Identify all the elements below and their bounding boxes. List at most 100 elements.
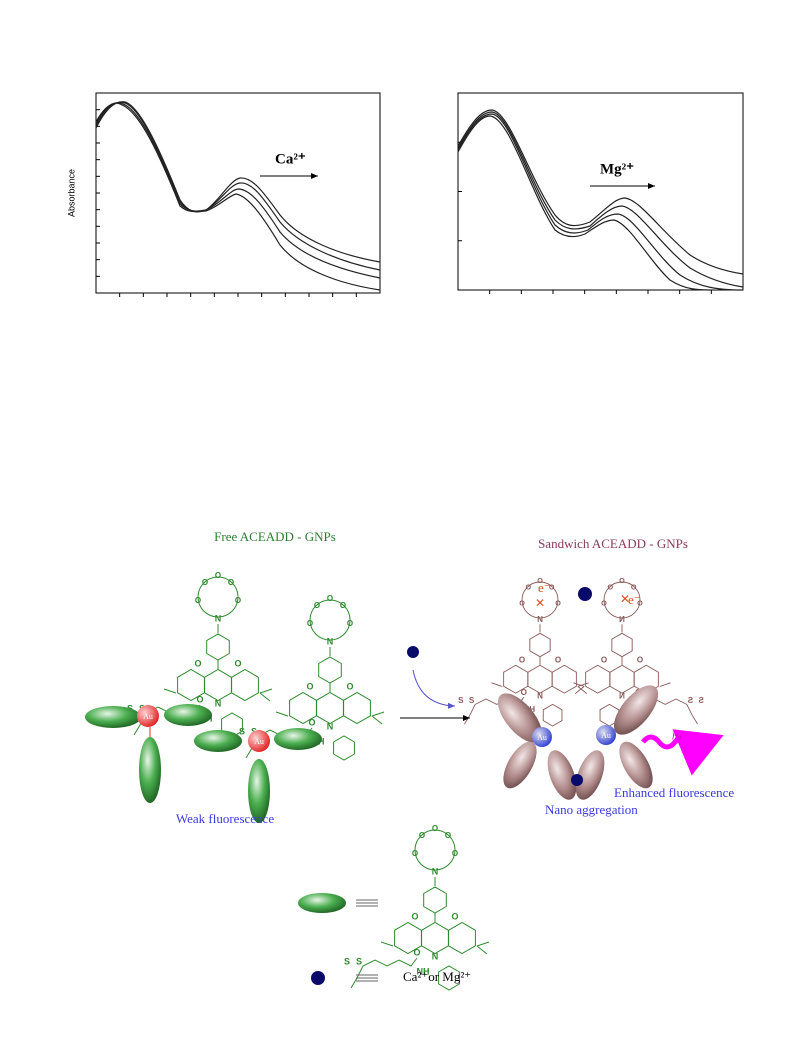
ring xyxy=(318,656,342,684)
atom-label: O xyxy=(412,849,418,858)
atom-label: O xyxy=(432,824,438,833)
ion-legend: Ca²⁺or Mg²⁺ xyxy=(403,969,471,984)
blocked: ✕ xyxy=(620,592,630,606)
methyls xyxy=(573,682,671,694)
blocked: ✕ xyxy=(535,596,545,610)
nano-label: Nano aggregation xyxy=(545,802,638,817)
methyls xyxy=(380,941,490,955)
free-title: Free ACEADD - GNPs xyxy=(214,529,336,544)
atom-label: N xyxy=(327,636,334,646)
atom-label: N xyxy=(215,698,222,708)
gold-core xyxy=(137,705,159,727)
atom-label: O xyxy=(419,831,425,840)
gold-core xyxy=(596,725,616,745)
au-label: Au xyxy=(254,737,264,746)
spectrum-curve xyxy=(457,111,744,288)
atom-label: O xyxy=(619,576,625,585)
atom-label: O xyxy=(347,619,353,628)
methyls xyxy=(275,711,385,725)
ring xyxy=(529,632,551,658)
atom-label: O xyxy=(549,582,555,591)
atom-label: N xyxy=(619,691,625,700)
equiv xyxy=(356,974,378,982)
atom-label: O xyxy=(314,601,320,610)
left-chart: Absorbance Ca²⁺ xyxy=(66,92,381,297)
chain xyxy=(350,957,418,989)
atom-label: O xyxy=(307,619,313,628)
atom-label: O xyxy=(555,599,561,608)
atom-label: N xyxy=(537,691,543,700)
au-label: Au xyxy=(601,731,611,740)
enhanced-label: Enhanced fluorescence xyxy=(614,785,734,800)
atom-label: O xyxy=(194,658,201,668)
spectrum-curve xyxy=(457,115,711,291)
atom-label: O xyxy=(306,681,313,691)
ring xyxy=(551,664,577,694)
spectrum-curve xyxy=(457,109,744,275)
atom-label: N xyxy=(432,866,439,876)
particle xyxy=(613,685,659,735)
ring xyxy=(343,691,371,725)
crown-ring xyxy=(603,581,641,619)
particle xyxy=(248,759,270,823)
atom-label: O xyxy=(630,582,636,591)
atom-label: S xyxy=(344,956,350,966)
ion-label: Ca²⁺ xyxy=(275,151,306,167)
electron: e⁻ xyxy=(628,592,641,607)
ring xyxy=(231,668,259,702)
atom-label: S xyxy=(458,696,464,705)
sandwich-title: Sandwich ACEADD - GNPs xyxy=(538,536,688,551)
atom-label: O xyxy=(228,578,234,587)
ion-label: Mg²⁺ xyxy=(600,161,634,177)
hv-label: hυ xyxy=(672,731,682,742)
ring xyxy=(585,664,611,694)
curved-arrow xyxy=(412,669,456,709)
atom-label: S xyxy=(356,956,362,966)
atom-label: O xyxy=(521,688,527,697)
particle xyxy=(298,893,346,913)
atom-label: S xyxy=(698,696,704,705)
particle xyxy=(547,750,577,800)
atom-label: O xyxy=(519,599,525,608)
atom-label: O xyxy=(519,655,525,664)
atom-label: O xyxy=(451,911,458,921)
atom-label: O xyxy=(308,717,315,727)
atom-label: S xyxy=(239,726,245,736)
ring xyxy=(611,632,633,658)
ring xyxy=(204,668,232,702)
plot-frame xyxy=(95,92,381,294)
atom-label: O xyxy=(411,911,418,921)
methyls xyxy=(163,688,273,702)
ion-dot xyxy=(311,971,325,985)
atom-label: O xyxy=(601,599,607,608)
atom-label: N xyxy=(619,615,625,624)
atom-label: O xyxy=(235,596,241,605)
particle xyxy=(274,728,322,750)
atom-label: O xyxy=(413,947,420,957)
gold-core xyxy=(532,727,552,747)
atom-label: O xyxy=(215,571,221,580)
atom-label: N xyxy=(432,951,439,961)
equiv xyxy=(356,899,378,907)
particle xyxy=(139,737,161,803)
crown-ring xyxy=(309,599,351,641)
particle xyxy=(503,741,537,789)
particle xyxy=(619,741,653,789)
atom-label: O xyxy=(327,594,333,603)
atom-label: O xyxy=(537,576,543,585)
spectrum-curve xyxy=(457,113,744,291)
atom-label: O xyxy=(195,596,201,605)
ring xyxy=(421,921,449,955)
ring xyxy=(438,965,460,991)
atom-label: S xyxy=(687,696,693,705)
atom-label: O xyxy=(601,655,607,664)
y-axis-label: Absorbance xyxy=(66,169,76,217)
particle xyxy=(194,730,242,752)
ion-dot xyxy=(407,646,419,658)
atom-label: NH xyxy=(417,966,430,976)
spectrum-curve xyxy=(95,101,381,271)
atom-label: N xyxy=(215,613,222,623)
